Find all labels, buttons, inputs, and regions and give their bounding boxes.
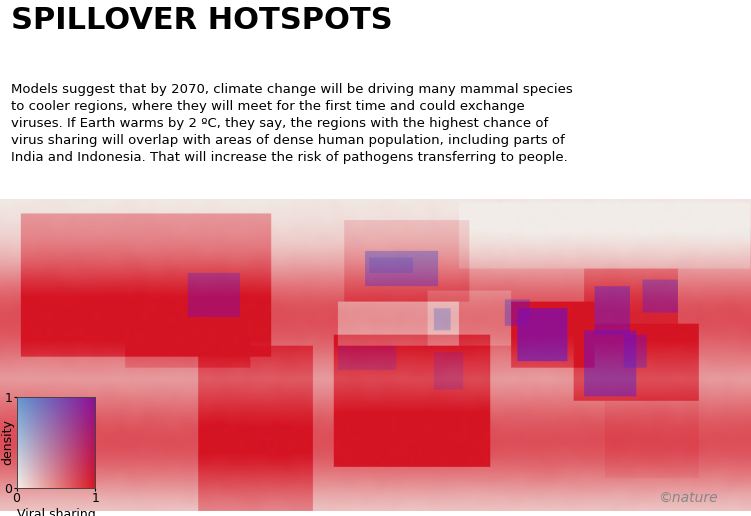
- Text: SPILLOVER HOTSPOTS: SPILLOVER HOTSPOTS: [11, 6, 393, 35]
- X-axis label: Viral sharing: Viral sharing: [17, 508, 95, 516]
- Y-axis label: Population
density: Population density: [0, 410, 14, 475]
- Text: ©nature: ©nature: [658, 491, 717, 505]
- Text: Models suggest that by 2070, climate change will be driving many mammal species
: Models suggest that by 2070, climate cha…: [11, 84, 573, 164]
